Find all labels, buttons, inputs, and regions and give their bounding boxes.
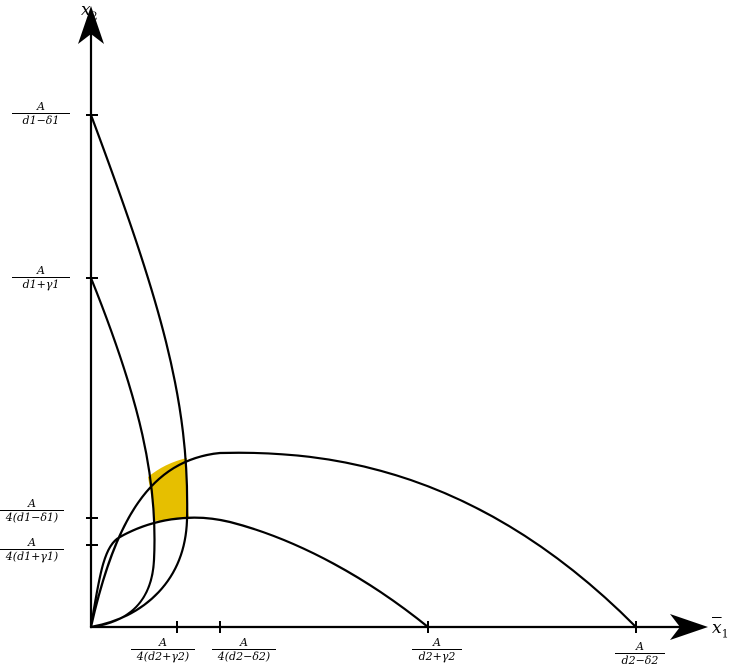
y-axis-label: x2 <box>81 0 98 23</box>
y-axis-arrowhead <box>78 6 104 44</box>
x-axis-label: x1 <box>712 618 729 641</box>
curve-outer-x2-isocline <box>89 113 189 629</box>
y-tick-label-4: A 4(d1+γ1) <box>0 536 64 563</box>
x-tick-label-2: A 4(d2−δ2) <box>212 636 276 663</box>
curve-inner-x1-isocline <box>89 516 430 629</box>
highlighted-region <box>148 458 189 521</box>
y-tick-label-3: A 4(d1−δ1) <box>0 497 64 524</box>
curve-outer-x1-isocline <box>89 451 638 629</box>
x-tick-label-1: A 4(d2+γ2) <box>131 636 195 663</box>
curve-inner-x2-isocline <box>89 276 156 629</box>
x-axis-arrowhead <box>670 614 708 640</box>
